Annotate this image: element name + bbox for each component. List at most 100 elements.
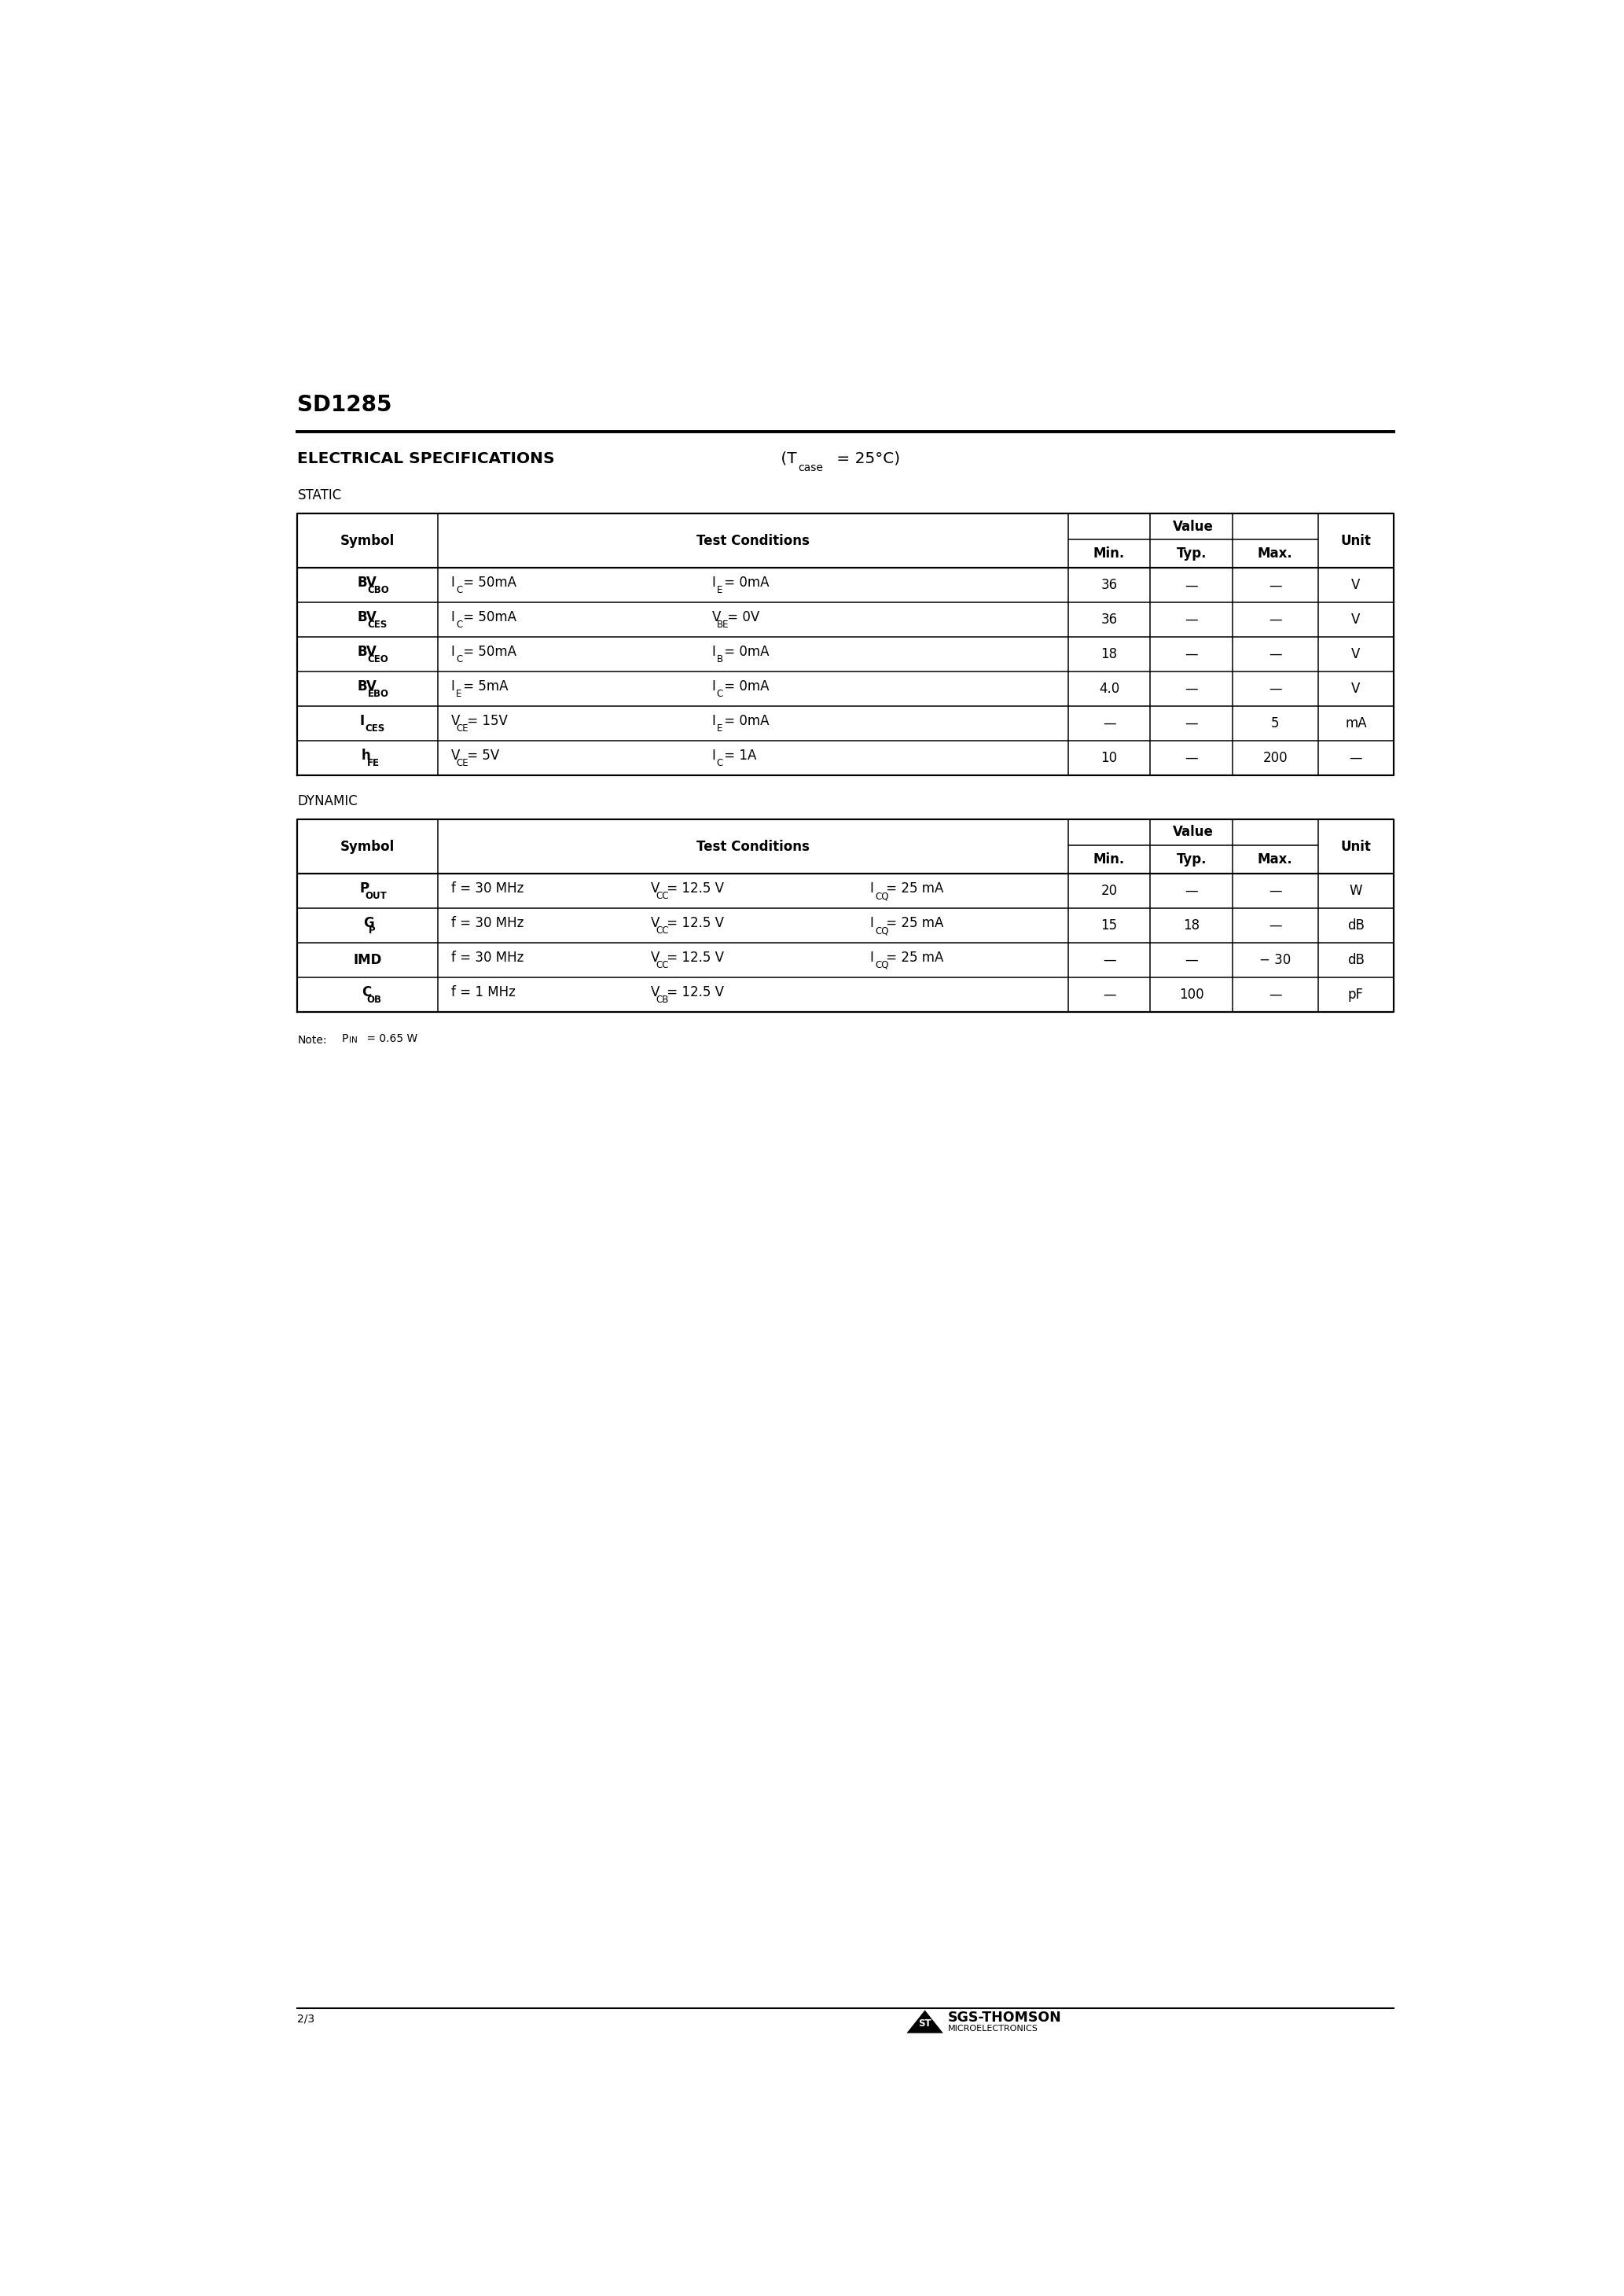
Text: mA: mA (1345, 716, 1367, 730)
Text: = 5V: = 5V (463, 748, 499, 762)
Text: MICROELECTRONICS: MICROELECTRONICS (948, 2025, 1038, 2032)
Text: = 25 mA: = 25 mA (882, 882, 944, 895)
Text: 36: 36 (1101, 579, 1117, 592)
Text: CES: CES (367, 620, 387, 629)
Text: IMD: IMD (352, 953, 382, 967)
Text: Value: Value (1173, 824, 1213, 840)
Text: —: — (1186, 647, 1199, 661)
Text: Max.: Max. (1257, 852, 1293, 866)
Text: = 50mA: = 50mA (460, 576, 516, 590)
Text: V: V (651, 951, 659, 964)
Text: (T: (T (776, 452, 797, 466)
Text: I: I (451, 645, 455, 659)
Text: —: — (1268, 918, 1281, 932)
Text: OB: OB (367, 994, 382, 1006)
Text: f: f (451, 882, 456, 895)
Text: BV: BV (357, 611, 377, 625)
Text: = 50mA: = 50mA (460, 645, 516, 659)
Text: V: V (651, 985, 659, 999)
Text: E: E (456, 689, 461, 698)
Text: BV: BV (357, 645, 377, 659)
Text: = 30 MHz: = 30 MHz (456, 882, 525, 895)
Polygon shape (906, 2009, 944, 2034)
Text: 200: 200 (1263, 751, 1288, 765)
Text: = 25°C): = 25°C) (831, 452, 900, 466)
Text: ELECTRICAL SPECIFICATIONS: ELECTRICAL SPECIFICATIONS (297, 452, 555, 466)
Text: = 12.5 V: = 12.5 V (663, 985, 724, 999)
Text: V: V (651, 916, 659, 930)
Text: CBO: CBO (367, 585, 390, 595)
Text: I: I (711, 680, 716, 693)
Text: CQ: CQ (875, 925, 888, 937)
Text: I: I (870, 882, 874, 895)
Text: I: I (870, 951, 874, 964)
Text: = 30 MHz: = 30 MHz (456, 916, 525, 930)
Text: —: — (1186, 716, 1199, 730)
Text: FE: FE (367, 758, 380, 769)
Text: Typ.: Typ. (1176, 546, 1207, 560)
Text: —: — (1350, 751, 1363, 765)
Text: BV: BV (357, 576, 377, 590)
Text: B: B (716, 654, 723, 664)
Text: f: f (451, 951, 456, 964)
Text: BV: BV (357, 680, 377, 693)
Text: CB: CB (656, 994, 669, 1006)
Text: ST: ST (918, 2018, 932, 2030)
Text: = 50mA: = 50mA (460, 611, 516, 625)
Text: —: — (1268, 884, 1281, 898)
Text: BE: BE (716, 620, 729, 629)
Text: —: — (1268, 987, 1281, 1001)
Text: h: h (362, 748, 370, 762)
Text: = 0mA: = 0mA (719, 576, 770, 590)
Text: = 0.65 W: = 0.65 W (364, 1033, 417, 1045)
Text: = 25 mA: = 25 mA (882, 951, 944, 964)
Text: Symbol: Symbol (341, 533, 395, 549)
Text: I: I (451, 680, 455, 693)
Text: E: E (716, 585, 723, 595)
Text: C: C (716, 689, 723, 698)
Text: I: I (361, 714, 365, 728)
Text: V: V (451, 714, 460, 728)
Text: IN: IN (349, 1035, 357, 1045)
Text: Typ.: Typ. (1176, 852, 1207, 866)
Text: CE: CE (456, 758, 468, 769)
Text: 20: 20 (1101, 884, 1117, 898)
Text: —: — (1268, 682, 1281, 696)
Text: Value: Value (1173, 519, 1213, 533)
Text: Unit: Unit (1341, 533, 1371, 549)
Text: E: E (716, 723, 723, 732)
Text: SD1285: SD1285 (297, 395, 391, 416)
Text: Test Conditions: Test Conditions (697, 840, 809, 854)
Text: —: — (1186, 682, 1199, 696)
Text: C: C (716, 758, 723, 769)
Text: Symbol: Symbol (341, 840, 395, 854)
Text: G: G (364, 916, 374, 930)
Text: —: — (1268, 613, 1281, 627)
Text: case: case (797, 461, 823, 473)
Text: I: I (451, 611, 455, 625)
Text: = 1 MHz: = 1 MHz (456, 985, 515, 999)
Text: CC: CC (656, 891, 669, 902)
Text: = 1A: = 1A (719, 748, 757, 762)
Text: 10: 10 (1101, 751, 1117, 765)
Text: I: I (451, 576, 455, 590)
Text: I: I (711, 748, 716, 762)
Text: dB: dB (1348, 918, 1364, 932)
Text: 15: 15 (1101, 918, 1117, 932)
Text: 18: 18 (1101, 647, 1117, 661)
Text: CQ: CQ (875, 891, 888, 902)
Text: —: — (1186, 751, 1199, 765)
Text: 5: 5 (1272, 716, 1280, 730)
Text: 2/3: 2/3 (297, 2014, 315, 2025)
Text: = 0V: = 0V (723, 611, 760, 625)
Text: Unit: Unit (1341, 840, 1371, 854)
Text: —: — (1186, 884, 1199, 898)
Text: Test Conditions: Test Conditions (697, 533, 809, 549)
Text: CC: CC (656, 960, 669, 971)
Text: I: I (870, 916, 874, 930)
Text: V: V (711, 611, 721, 625)
Text: C: C (456, 620, 463, 629)
Text: EBO: EBO (367, 689, 388, 698)
Text: = 5mA: = 5mA (460, 680, 508, 693)
Text: = 12.5 V: = 12.5 V (663, 916, 724, 930)
